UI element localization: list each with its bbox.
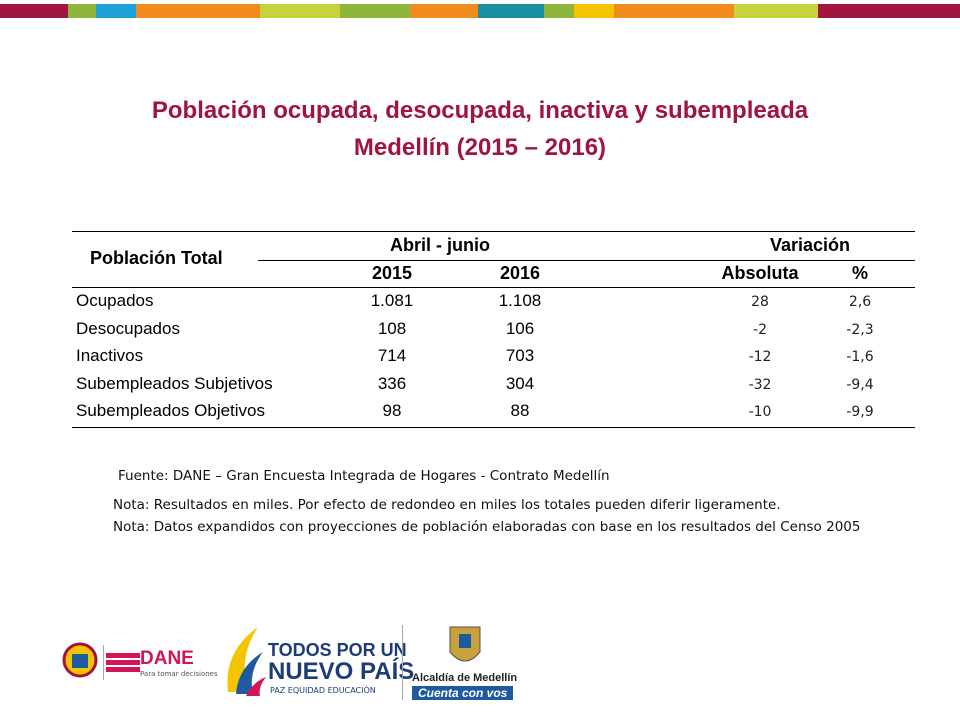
row-label: Ocupados: [76, 291, 154, 310]
cell: -2: [753, 321, 767, 338]
cell: 106: [505, 318, 535, 338]
row-label: Subempleados Objetivos: [76, 401, 266, 420]
dane-tagline: Para tomar decisiones: [140, 670, 218, 678]
header-cell: %: [851, 263, 868, 283]
alcaldia-text: Alcaldía de Medellín: [412, 672, 518, 684]
header-cell: Abril - junio: [390, 235, 490, 255]
cell: 108: [377, 318, 407, 338]
todos-tagline: PAZ EQUIDAD EDUCACIÓN: [270, 686, 376, 695]
cell: 703: [505, 346, 535, 365]
dane-icon: [106, 653, 140, 672]
rule: [72, 287, 915, 288]
cell: -10: [748, 404, 772, 420]
header-cell: Población Total: [90, 248, 223, 268]
header-cell: 2016: [499, 263, 541, 283]
cell: 2,6: [848, 294, 872, 310]
cell: -2,3: [846, 321, 874, 338]
note: Nota: Resultados en miles. Por efecto de…: [113, 497, 781, 513]
escudo-logo: [62, 642, 98, 678]
title: Medellín (2015 – 2016): [353, 134, 607, 161]
alcaldia-icon: [449, 626, 481, 662]
cell: 98: [382, 401, 402, 420]
cell: 88: [510, 401, 530, 420]
cell: 1.081: [370, 291, 414, 310]
header-cell: Absoluta: [721, 263, 799, 283]
todos-icon: [227, 627, 266, 696]
header-cell: 2015: [371, 263, 413, 283]
cell: -32: [748, 376, 772, 393]
cell: -12: [748, 349, 772, 365]
cell: 336: [377, 373, 407, 393]
row-label: Subempleados Subjetivos: [76, 373, 273, 393]
rule: [258, 260, 915, 261]
cell: -9,9: [846, 404, 874, 420]
title: Población ocupada, desocupada, inactiva …: [151, 97, 809, 124]
row-label: Inactivos: [76, 346, 144, 365]
row-label: Desocupados: [76, 318, 180, 338]
todos-text: NUEVO PAÍS: [268, 658, 415, 685]
cell: 304: [505, 373, 535, 393]
rule: [72, 231, 915, 232]
note: Nota: Datos expandidos con proyecciones …: [113, 519, 861, 535]
cell: -1,6: [846, 349, 874, 365]
cuenta-text: Cuenta con vos: [412, 686, 514, 700]
header-cell: Variación: [769, 235, 851, 255]
cell: 714: [377, 346, 407, 365]
cell: 1.108: [498, 291, 542, 310]
source-note: Fuente: DANE – Gran Encuesta Integrada d…: [118, 468, 610, 484]
todos-text: TODOS POR UN: [268, 640, 407, 660]
cell: 28: [751, 294, 769, 310]
dane-logo: DANE: [140, 648, 194, 669]
rule: [72, 427, 915, 428]
cell: -9,4: [846, 376, 874, 393]
